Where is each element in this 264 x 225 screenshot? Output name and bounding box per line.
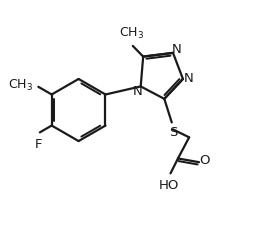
Text: N: N: [172, 43, 182, 56]
Text: O: O: [199, 154, 209, 167]
Text: N: N: [133, 85, 143, 98]
Text: S: S: [169, 126, 177, 139]
Text: HO: HO: [159, 179, 180, 192]
Text: CH$_3$: CH$_3$: [8, 78, 33, 93]
Text: N: N: [183, 72, 193, 85]
Text: F: F: [35, 138, 42, 151]
Text: CH$_3$: CH$_3$: [119, 26, 144, 41]
